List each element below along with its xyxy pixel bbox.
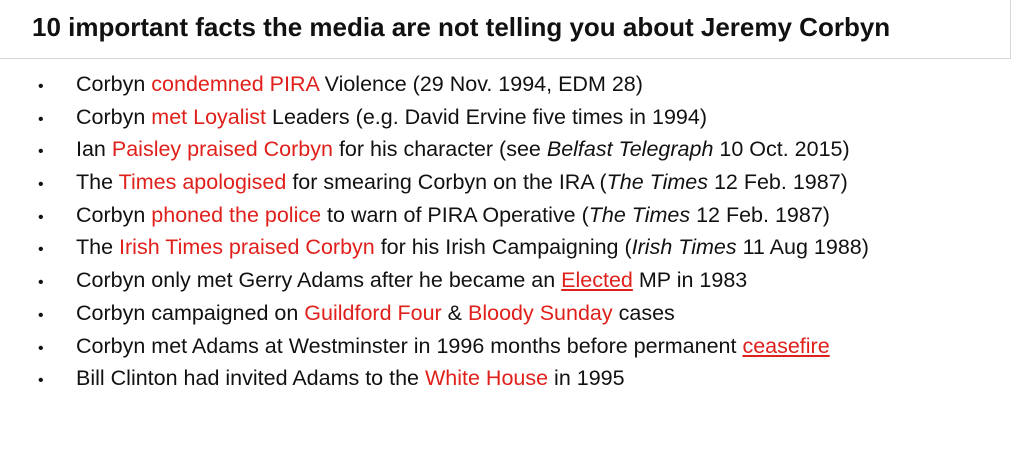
publication-name: The Times [606, 170, 708, 195]
fact-segment: Corbyn [76, 104, 152, 129]
highlighted-phrase: White House [424, 366, 549, 391]
bullet-icon: • [38, 143, 44, 161]
title-bar: 10 important facts the media are not tel… [0, 0, 1011, 59]
fact-segment: Ian [76, 137, 112, 162]
fact-segment: Corbyn met Adams at Westminster in 1996 … [76, 333, 743, 358]
fact-text: Corbyn campaigned on Guildford Four & Bl… [76, 301, 675, 326]
bullet-icon: • [38, 110, 44, 128]
highlighted-phrase: Irish Times praised Corbyn [119, 235, 375, 260]
bullet-icon: • [38, 274, 44, 292]
fact-text: Corbyn condemned PIRA Violence (29 Nov. … [76, 72, 643, 97]
bullet-icon: • [38, 306, 44, 324]
publication-name: The Times [588, 202, 691, 227]
highlighted-phrase: phoned the police [151, 202, 322, 227]
fact-item: • Corbyn phoned the police to warn of PIR… [38, 203, 869, 236]
fact-item: • Ian Paisley praised Corbyn for his char… [38, 137, 869, 170]
fact-item: • Corbyn only met Gerry Adams after he be… [38, 268, 869, 301]
fact-segment: cases [612, 300, 675, 325]
highlighted-underlined-phrase: ceasefire [742, 333, 830, 358]
slide-title: 10 important facts the media are not tel… [32, 12, 891, 42]
highlighted-underlined-phrase: Elected [561, 268, 633, 293]
bullet-icon: • [38, 372, 44, 390]
highlighted-phrase: Times apologised [118, 170, 287, 195]
fact-text: Corbyn phoned the police to warn of PIRA… [76, 203, 830, 228]
highlighted-phrase: met Loyalist [151, 104, 267, 129]
fact-segment: for smearing Corbyn on the IRA ( [286, 170, 607, 195]
highlighted-phrase: Guildford Four [304, 300, 442, 325]
fact-segment: for his Irish Campaigning ( [374, 235, 632, 260]
fact-segment: in 1995 [548, 366, 625, 391]
fact-segment: Corbyn only met Gerry Adams after he bec… [76, 268, 562, 293]
fact-segment: Corbyn campaigned on [76, 300, 305, 325]
fact-segment: Violence (29 Nov. 1994, EDM 28) [318, 72, 643, 96]
fact-segment: 10 Oct. 2015) [713, 137, 850, 162]
fact-item: • Corbyn met Loyalist Leaders (e.g. David… [38, 105, 869, 138]
fact-segment: 12 Feb. 1987) [707, 170, 848, 195]
fact-segment: Leaders (e.g. David Ervine five times in… [266, 104, 707, 129]
fact-text: Corbyn met Adams at Westminster in 1996 … [76, 334, 830, 359]
fact-item: • Corbyn met Adams at Westminster in 1996… [38, 334, 869, 367]
fact-item: • Corbyn condemned PIRA Violence (29 Nov.… [38, 72, 869, 105]
fact-text: The Times apologised for smearing Corbyn… [76, 170, 848, 195]
highlighted-phrase: Paisley praised Corbyn [111, 137, 333, 162]
fact-item: • The Times apologised for smearing Corby… [38, 170, 869, 203]
highlighted-phrase: Bloody Sunday [468, 300, 613, 325]
fact-segment: to warn of PIRA Operative ( [321, 202, 589, 227]
highlighted-phrase: condemned PIRA [151, 72, 319, 96]
fact-item: • Corbyn campaigned on Guildford Four & B… [38, 301, 869, 334]
fact-segment: The [76, 235, 120, 260]
bullet-icon: • [38, 241, 44, 259]
fact-segment: Corbyn [76, 202, 152, 227]
bullet-icon: • [38, 78, 44, 95]
fact-segment: Corbyn [76, 72, 152, 96]
fact-segment: 11 Aug 1988) [736, 235, 869, 260]
bullet-icon: • [38, 208, 44, 226]
fact-item: • Bill Clinton had invited Adams to the W… [38, 366, 869, 399]
fact-segment: for his character (see [332, 137, 547, 162]
facts-list: • Corbyn condemned PIRA Violence (29 Nov.… [38, 72, 869, 399]
publication-name: Irish Times [631, 235, 737, 260]
bullet-icon: • [38, 339, 44, 357]
fact-segment: 12 Feb. 1987) [690, 202, 830, 227]
fact-segment: Bill Clinton had invited Adams to the [76, 366, 425, 391]
fact-segment: & [441, 300, 468, 325]
bullet-icon: • [38, 176, 44, 194]
fact-text: The Irish Times praised Corbyn for his I… [76, 235, 869, 260]
fact-text: Corbyn only met Gerry Adams after he bec… [76, 268, 747, 293]
fact-text: Ian Paisley praised Corbyn for his chara… [76, 137, 850, 162]
fact-item: • The Irish Times praised Corbyn for his … [38, 235, 869, 268]
fact-text: Corbyn met Loyalist Leaders (e.g. David … [76, 105, 707, 130]
fact-segment: MP in 1983 [632, 268, 748, 293]
fact-text: Bill Clinton had invited Adams to the Wh… [76, 366, 625, 391]
publication-name: Belfast Telegraph [546, 137, 714, 162]
fact-segment: The [76, 170, 119, 195]
